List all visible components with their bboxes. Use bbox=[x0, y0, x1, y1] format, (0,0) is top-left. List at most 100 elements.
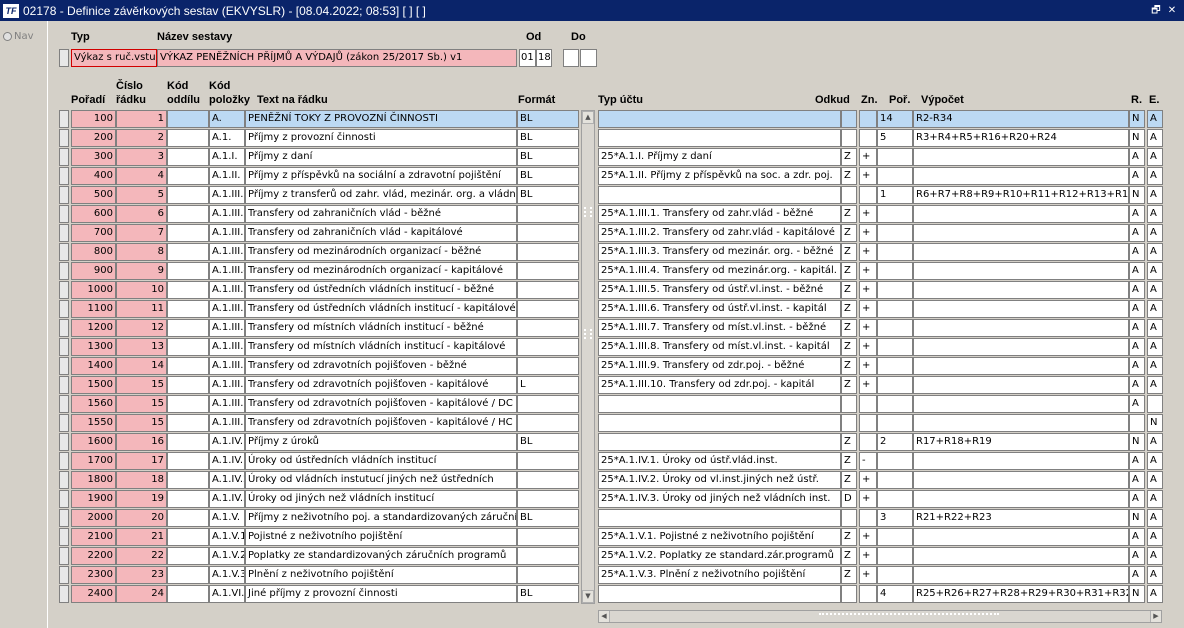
cell-poradi[interactable]: 600 bbox=[71, 205, 116, 223]
cell-r[interactable]: A bbox=[1129, 281, 1145, 299]
cell-por[interactable] bbox=[877, 357, 913, 375]
cell-por[interactable] bbox=[877, 547, 913, 565]
cell-text[interactable]: Poplatky ze standardizovaných záručních … bbox=[245, 547, 517, 565]
cell-poradi[interactable]: 100 bbox=[71, 110, 116, 128]
cell-vypocet[interactable] bbox=[913, 205, 1129, 223]
cell-poradi[interactable]: 200 bbox=[71, 129, 116, 147]
cell-polozka[interactable]: A.1.III.8. bbox=[209, 338, 245, 356]
cell-cislo[interactable]: 6 bbox=[116, 205, 167, 223]
cell-odkud[interactable]: Z bbox=[841, 300, 857, 318]
cell-cislo[interactable]: 3 bbox=[116, 148, 167, 166]
cell-zn[interactable] bbox=[859, 129, 877, 147]
cell-r[interactable]: A bbox=[1129, 319, 1145, 337]
cell-oddil[interactable] bbox=[167, 262, 209, 280]
cell-r[interactable]: A bbox=[1129, 224, 1145, 242]
cell-zn[interactable]: + bbox=[859, 262, 877, 280]
row-selector[interactable] bbox=[59, 110, 69, 128]
cell-oddil[interactable] bbox=[167, 319, 209, 337]
cell-format[interactable] bbox=[517, 452, 579, 470]
cell-odkud[interactable] bbox=[841, 509, 857, 527]
cell-odkud[interactable]: Z bbox=[841, 528, 857, 546]
cell-oddil[interactable] bbox=[167, 224, 209, 242]
cell-odkud[interactable]: Z bbox=[841, 205, 857, 223]
cell-poradi[interactable]: 1000 bbox=[71, 281, 116, 299]
cell-odkud[interactable]: Z bbox=[841, 224, 857, 242]
cell-r[interactable]: A bbox=[1129, 357, 1145, 375]
cell-polozka[interactable]: A.1.VI. bbox=[209, 585, 245, 603]
scroll-right-icon[interactable]: ▶ bbox=[1150, 611, 1161, 622]
cell-text[interactable]: Transfery od zdravotních pojišťoven - ka… bbox=[245, 395, 517, 413]
row-selector[interactable] bbox=[59, 509, 69, 527]
cell-por[interactable] bbox=[877, 262, 913, 280]
cell-zn[interactable]: + bbox=[859, 319, 877, 337]
cell-text[interactable]: PENĚŽNÍ TOKY Z PROVOZNÍ ČINNOSTI bbox=[245, 110, 517, 128]
cell-typ-uctu[interactable]: 25*A.1.I. Příjmy z daní bbox=[598, 148, 841, 166]
cell-cislo[interactable]: 9 bbox=[116, 262, 167, 280]
cell-typ-uctu[interactable]: 25*A.1.III.8. Transfery od míst.vl.inst.… bbox=[598, 338, 841, 356]
cell-por[interactable] bbox=[877, 490, 913, 508]
cell-oddil[interactable] bbox=[167, 186, 209, 204]
cell-cislo[interactable]: 8 bbox=[116, 243, 167, 261]
cell-format[interactable]: BL bbox=[517, 585, 579, 603]
row-selector[interactable] bbox=[59, 300, 69, 318]
cell-poradi[interactable]: 900 bbox=[71, 262, 116, 280]
cell-e[interactable]: A bbox=[1147, 110, 1163, 128]
cell-poradi[interactable]: 500 bbox=[71, 186, 116, 204]
row-selector[interactable] bbox=[59, 547, 69, 565]
cell-r[interactable]: A bbox=[1129, 243, 1145, 261]
cell-typ-uctu[interactable] bbox=[598, 395, 841, 413]
cell-e[interactable]: A bbox=[1147, 376, 1163, 394]
cell-format[interactable] bbox=[517, 319, 579, 337]
cell-por[interactable] bbox=[877, 167, 913, 185]
cell-text[interactable]: Transfery od mezinárodních organizací - … bbox=[245, 243, 517, 261]
cell-zn[interactable]: + bbox=[859, 547, 877, 565]
cell-odkud[interactable]: D bbox=[841, 490, 857, 508]
cell-typ-uctu[interactable]: 25*A.1.V.3. Plnění z neživotního pojiště… bbox=[598, 566, 841, 584]
cell-vypocet[interactable]: R17+R18+R19 bbox=[913, 433, 1129, 451]
cell-oddil[interactable] bbox=[167, 376, 209, 394]
cell-e[interactable]: A bbox=[1147, 167, 1163, 185]
cell-cislo[interactable]: 22 bbox=[116, 547, 167, 565]
cell-polozka[interactable]: A.1.V.1. bbox=[209, 528, 245, 546]
cell-r[interactable]: A bbox=[1129, 167, 1145, 185]
cell-text[interactable]: Transfery od místních vládních institucí… bbox=[245, 319, 517, 337]
row-selector[interactable] bbox=[59, 281, 69, 299]
cell-vypocet[interactable]: R21+R22+R23 bbox=[913, 509, 1129, 527]
cell-vypocet[interactable] bbox=[913, 243, 1129, 261]
cell-r[interactable]: A bbox=[1129, 490, 1145, 508]
header-record-selector[interactable] bbox=[59, 49, 69, 67]
cell-typ-uctu[interactable] bbox=[598, 509, 841, 527]
cell-text[interactable]: Transfery od zdravotních pojišťoven - ka… bbox=[245, 414, 517, 432]
cell-format[interactable] bbox=[517, 528, 579, 546]
cell-polozka[interactable]: A.1.III.9. bbox=[209, 357, 245, 375]
cell-zn[interactable]: + bbox=[859, 566, 877, 584]
cell-text[interactable]: Příjmy z daní bbox=[245, 148, 517, 166]
cell-r[interactable]: N bbox=[1129, 186, 1145, 204]
cell-typ-uctu[interactable] bbox=[598, 414, 841, 432]
row-selector[interactable] bbox=[59, 338, 69, 356]
do-month-field[interactable] bbox=[563, 49, 579, 67]
cell-text[interactable]: Příjmy z příspěvků na sociální a zdravot… bbox=[245, 167, 517, 185]
cell-poradi[interactable]: 2100 bbox=[71, 528, 116, 546]
cell-poradi[interactable]: 1200 bbox=[71, 319, 116, 337]
cell-format[interactable]: BL bbox=[517, 167, 579, 185]
cell-poradi[interactable]: 1100 bbox=[71, 300, 116, 318]
cell-poradi[interactable]: 1550 bbox=[71, 414, 116, 432]
row-selector[interactable] bbox=[59, 452, 69, 470]
cell-poradi[interactable]: 2400 bbox=[71, 585, 116, 603]
row-selector[interactable] bbox=[59, 471, 69, 489]
cell-vypocet[interactable] bbox=[913, 319, 1129, 337]
cell-r[interactable]: A bbox=[1129, 338, 1145, 356]
cell-e[interactable]: A bbox=[1147, 566, 1163, 584]
cell-odkud[interactable] bbox=[841, 585, 857, 603]
cell-por[interactable] bbox=[877, 414, 913, 432]
cell-r[interactable]: A bbox=[1129, 300, 1145, 318]
cell-odkud[interactable] bbox=[841, 186, 857, 204]
cell-zn[interactable]: + bbox=[859, 490, 877, 508]
cell-vypocet[interactable] bbox=[913, 528, 1129, 546]
cell-e[interactable]: A bbox=[1147, 186, 1163, 204]
cell-por[interactable] bbox=[877, 300, 913, 318]
cell-r[interactable] bbox=[1129, 414, 1145, 432]
row-selector[interactable] bbox=[59, 490, 69, 508]
cell-polozka[interactable]: A.1.III.10. bbox=[209, 376, 245, 394]
